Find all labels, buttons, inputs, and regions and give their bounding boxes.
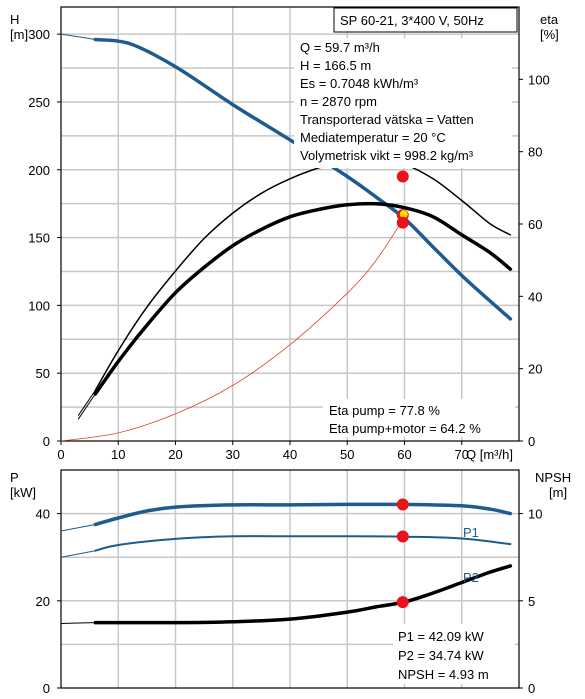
bottom-y-right-label-line2: [m] <box>549 485 567 500</box>
top-y-right-tick-label: 40 <box>528 289 542 304</box>
x-tick-label: 60 <box>397 447 411 462</box>
top-y-right-tick-label: 60 <box>528 217 542 232</box>
bottom-info-block: P1 = 42.09 kW P2 = 34.74 kW NPSH = 4.93 … <box>393 624 515 684</box>
tick-labels: 0 10 20 30 40 50 60 700501001502002503000204060… <box>28 27 549 696</box>
top-y-right-tick-label: 100 <box>528 72 550 87</box>
p2-value-text: P2 = 34.74 kW <box>398 648 484 663</box>
bottom-y-left-tick-label: 0 <box>43 681 50 696</box>
top-y-right-tick-label: 80 <box>528 145 542 160</box>
x-tick-label: 40 <box>283 447 297 462</box>
eta-pump-motor-curve <box>93 201 513 396</box>
top-y-left-tick-label: 150 <box>28 231 50 246</box>
npsh-curve <box>93 564 513 625</box>
p1-series-label: P1 <box>463 525 479 540</box>
p1-curve-extension <box>60 524 96 532</box>
info-line-density: Volymetrisk vikt = 998.2 kg/m³ <box>300 148 474 163</box>
x-tick-label: 20 <box>168 447 182 462</box>
top-info-background <box>294 38 512 168</box>
eta-pump-curve <box>94 157 512 392</box>
power-point-marker <box>396 530 409 543</box>
info-line-head: H = 166.5 m <box>300 58 371 73</box>
title-box <box>333 7 518 33</box>
bottom-y-right-label-line1: NPSH <box>535 470 571 485</box>
x-tick-label: 0 <box>57 447 64 462</box>
bottom-y-right-tick-label: 0 <box>528 681 535 696</box>
bottom-plot-frame <box>60 469 520 689</box>
top-y-left-label-line2: [m] <box>10 27 28 42</box>
top-y-left-tick-label: 200 <box>28 163 50 178</box>
x-tick-label: 30 <box>226 447 240 462</box>
info-line-energy: Es = 0.7048 kWh/m³ <box>300 76 419 91</box>
p2-curve <box>94 535 512 552</box>
operating-point-markers <box>396 170 409 609</box>
info-line-speed: n = 2870 rpm <box>300 94 377 109</box>
top-y-right-tick-label: 0 <box>528 434 535 449</box>
operating-point-marker <box>396 216 409 229</box>
p2-curve-extension <box>60 550 96 558</box>
npsh-curve-extension <box>60 622 96 624</box>
top-y-left-label-line1: H <box>10 12 19 27</box>
x-tick-label: 70 <box>455 447 469 462</box>
eta-info-block: Eta pump = 77.8 % Eta pump+motor = 64.2 … <box>323 399 515 437</box>
top-y-left-tick-label: 50 <box>36 366 50 381</box>
p2-series-label: P2 <box>463 570 479 585</box>
top-y-right-tick-label: 20 <box>528 362 542 377</box>
top-y-right-label-line2: [%] <box>540 27 559 42</box>
info-line-flow: Q = 59.7 m³/h <box>300 40 380 55</box>
system-curve <box>60 216 405 442</box>
eta-pump-text: Eta pump = 77.8 % <box>329 403 440 418</box>
top-y-left-tick-label: 100 <box>28 298 50 313</box>
top-x-axis-label: Q [m³/h] <box>466 447 513 462</box>
top-y-left-tick-label: 0 <box>43 434 50 449</box>
top-y-left-tick-label: 300 <box>28 27 50 42</box>
head-curve-extension <box>60 33 96 40</box>
top-y-right-label-line1: eta <box>540 12 559 27</box>
eta-pump-motor-text: Eta pump+motor = 64.2 % <box>329 421 481 436</box>
bottom-y-right-tick-label: 5 <box>528 594 535 609</box>
top-y-left-tick-label: 250 <box>28 95 50 110</box>
info-line-temperature: Mediatemperatur = 20 °C <box>300 130 446 145</box>
x-tick-label: 50 <box>340 447 354 462</box>
bottom-y-left-label-line1: P <box>10 470 19 485</box>
operating-point-marker <box>396 170 409 183</box>
curves <box>60 33 513 625</box>
power-point-marker <box>396 498 409 511</box>
eta-pump-curve-extension <box>77 390 96 416</box>
eta-info-background <box>323 399 515 437</box>
bottom-info-background <box>393 624 515 684</box>
p1-value-text: P1 = 42.09 kW <box>398 629 484 644</box>
bottom-y-right-tick-label: 10 <box>528 507 542 522</box>
power-point-marker <box>396 596 409 609</box>
duty-point-marker-inner <box>399 210 408 219</box>
top-info-block: Q = 59.7 m³/h H = 166.5 m Es = 0.7048 kW… <box>294 38 512 168</box>
info-line-liquid: Transporterad vätska = Vatten <box>300 112 474 127</box>
p1-curve <box>93 502 513 527</box>
x-tick-label: 10 <box>111 447 125 462</box>
bottom-y-left-label-line2: [kW] <box>10 485 36 500</box>
npsh-value-text: NPSH = 4.93 m <box>398 667 489 682</box>
bottom-y-left-tick-label: 40 <box>36 507 50 522</box>
head-curve <box>93 37 513 321</box>
bottom-y-left-tick-label: 20 <box>36 594 50 609</box>
chart-title: SP 60-21, 3*400 V, 50Hz <box>340 13 484 28</box>
